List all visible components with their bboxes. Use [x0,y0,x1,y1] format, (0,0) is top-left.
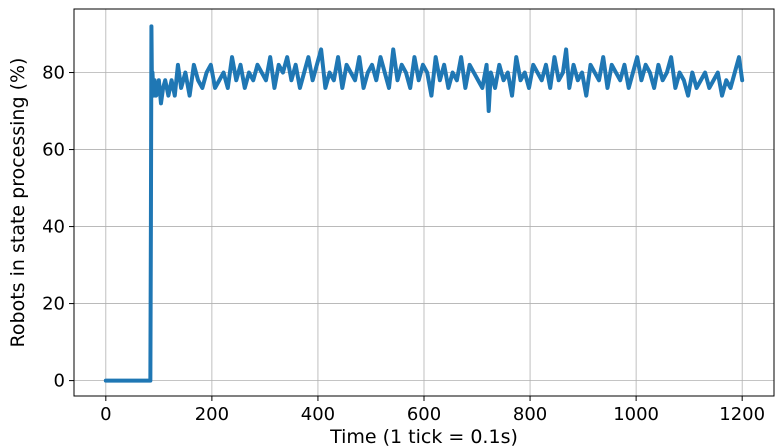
x-tick-label: 200 [195,404,229,425]
grid-lines [74,9,774,396]
y-tick-label: 80 [42,63,65,84]
x-axis-title: Time (1 tick = 0.1s) [329,426,518,448]
y-tick-label: 20 [42,294,65,315]
y-axis-title: Robots in state processing (%) [7,58,29,348]
y-axis-ticks: 0 20 40 60 80 [42,63,74,392]
x-tick-label: 400 [301,404,335,425]
y-tick-label: 0 [54,371,65,392]
y-tick-label: 40 [42,217,65,238]
series-line-0 [103,24,745,383]
x-tick-label: 1000 [613,404,659,425]
x-axis-ticks: 0 200 400 600 800 1000 1200 [100,396,765,425]
y-tick-label: 60 [42,140,65,161]
x-tick-label: 600 [407,404,441,425]
series-layer [103,24,745,383]
x-tick-label: 800 [513,404,547,425]
x-tick-label: 0 [100,404,111,425]
x-tick-label: 1200 [719,404,765,425]
